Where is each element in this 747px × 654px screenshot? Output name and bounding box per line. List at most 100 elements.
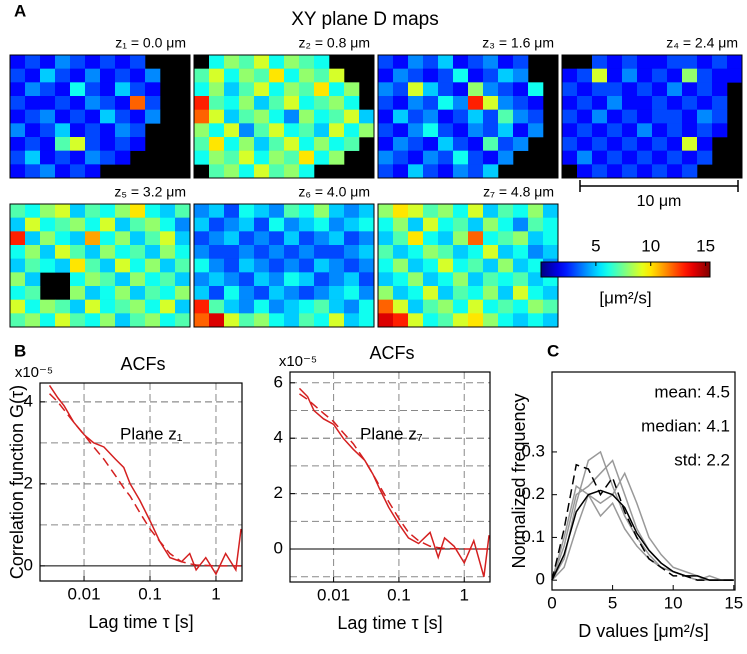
heatmap-cell <box>40 217 56 232</box>
heatmap-cell <box>25 164 41 179</box>
heatmap-cell <box>438 313 454 328</box>
heatmap-cell <box>697 55 713 69</box>
heatmap-cell <box>100 272 116 287</box>
heatmap-cell <box>194 82 210 97</box>
heatmap-cell <box>100 231 116 246</box>
heatmap-cell <box>25 204 41 218</box>
heatmap-cell <box>513 258 529 273</box>
heatmap-cell <box>359 286 375 300</box>
heatmap-cell <box>314 123 330 138</box>
heatmap-cell <box>453 258 469 273</box>
heatmap-cell <box>130 231 146 246</box>
heatmap-cell <box>513 123 529 138</box>
heatmap-cell <box>344 258 360 273</box>
heatmap-cell <box>438 286 454 300</box>
x-tick-label: 15 <box>724 593 743 612</box>
heatmap-cell <box>100 258 116 273</box>
heatmap-cell <box>408 299 424 314</box>
heatmap-cell <box>100 217 116 232</box>
heatmap-cell <box>160 217 176 232</box>
heatmap-cell <box>299 68 315 83</box>
heatmap-cell <box>314 55 330 69</box>
heatmap-cell <box>329 109 345 124</box>
heatmap-cell <box>194 68 210 83</box>
heatmap-cell <box>408 164 424 179</box>
heatmap-cell <box>224 245 240 259</box>
heatmap-cell <box>423 96 439 110</box>
heatmap-cell <box>667 55 683 69</box>
heatmap-cell <box>667 82 683 97</box>
heatmap-cell <box>592 137 608 151</box>
heatmap-cell <box>10 123 26 138</box>
heatmap-cell <box>378 204 394 218</box>
heatmap-cell <box>130 55 146 69</box>
heatmap-frame <box>193 54 375 179</box>
heatmap-cell <box>25 68 41 83</box>
heatmap-cell <box>468 68 484 83</box>
heatmap-cell <box>314 245 330 259</box>
heatmap-cell <box>498 313 514 328</box>
heatmap-cell <box>453 137 469 151</box>
heatmap-cell <box>423 286 439 300</box>
y-tick-label: 2 <box>24 473 33 492</box>
heatmap-cell <box>284 55 300 69</box>
heatmap-cell <box>224 55 240 69</box>
heatmap-cell <box>40 82 56 97</box>
heatmap-cell <box>25 123 41 138</box>
heatmap-cell <box>254 150 270 165</box>
x-tick-label: 0.1 <box>387 585 411 604</box>
heatmap-cell <box>115 204 131 218</box>
heatmap-cell <box>468 231 484 246</box>
heatmap-cell <box>284 299 300 314</box>
heatmap-cell <box>378 96 394 110</box>
heatmap-cell <box>592 68 608 83</box>
heatmap-cell <box>468 123 484 138</box>
heatmap-cell <box>10 272 26 287</box>
heatmap-cell <box>483 217 499 232</box>
heatmap-cell <box>528 96 544 110</box>
heatmap-cell <box>130 137 146 151</box>
heatmap-cell <box>359 258 375 273</box>
heatmap-cell <box>194 123 210 138</box>
heatmap-cell <box>393 286 409 300</box>
heatmap-cell <box>284 68 300 83</box>
heatmap-cell <box>727 55 743 69</box>
heatmap-cell <box>697 82 713 97</box>
heatmap-cell <box>70 286 86 300</box>
heatmap-cell <box>299 150 315 165</box>
heatmap-cell <box>393 231 409 246</box>
heatmap-cell <box>344 217 360 232</box>
y-tick-label: 0 <box>536 570 545 589</box>
heatmap-cell <box>254 313 270 328</box>
heatmap-cell <box>299 258 315 273</box>
heatmap-cell <box>145 204 161 218</box>
heatmap-cell <box>607 109 623 124</box>
heatmap-title: z₇ = 4.8 μm <box>483 184 554 200</box>
heatmap-cell <box>269 55 285 69</box>
heatmap-cell <box>712 68 728 83</box>
heatmap-cell <box>528 217 544 232</box>
heatmap-cell <box>314 82 330 97</box>
panel-label: A <box>14 1 26 20</box>
heatmap-cell <box>543 313 559 328</box>
heatmap-cell <box>175 231 191 246</box>
heatmap-cell <box>483 164 499 179</box>
heatmap-cell <box>269 272 285 287</box>
heatmap-cell <box>667 137 683 151</box>
heatmap-cell <box>299 299 315 314</box>
heatmap-cell <box>194 258 210 273</box>
heatmap-cell <box>194 245 210 259</box>
heatmap-cell <box>284 109 300 124</box>
heatmap-cell <box>115 123 131 138</box>
heatmap-cell <box>468 55 484 69</box>
heatmap-cell <box>224 258 240 273</box>
heatmap-cell <box>239 204 255 218</box>
heatmap-cell <box>359 217 375 232</box>
heatmap-cell <box>329 299 345 314</box>
heatmap-cell <box>498 204 514 218</box>
heatmap-cell <box>55 231 71 246</box>
x-tick-label: 5 <box>608 593 617 612</box>
heatmap-cell <box>622 109 638 124</box>
heatmap-cell <box>344 109 360 124</box>
heatmap-cell <box>344 313 360 328</box>
